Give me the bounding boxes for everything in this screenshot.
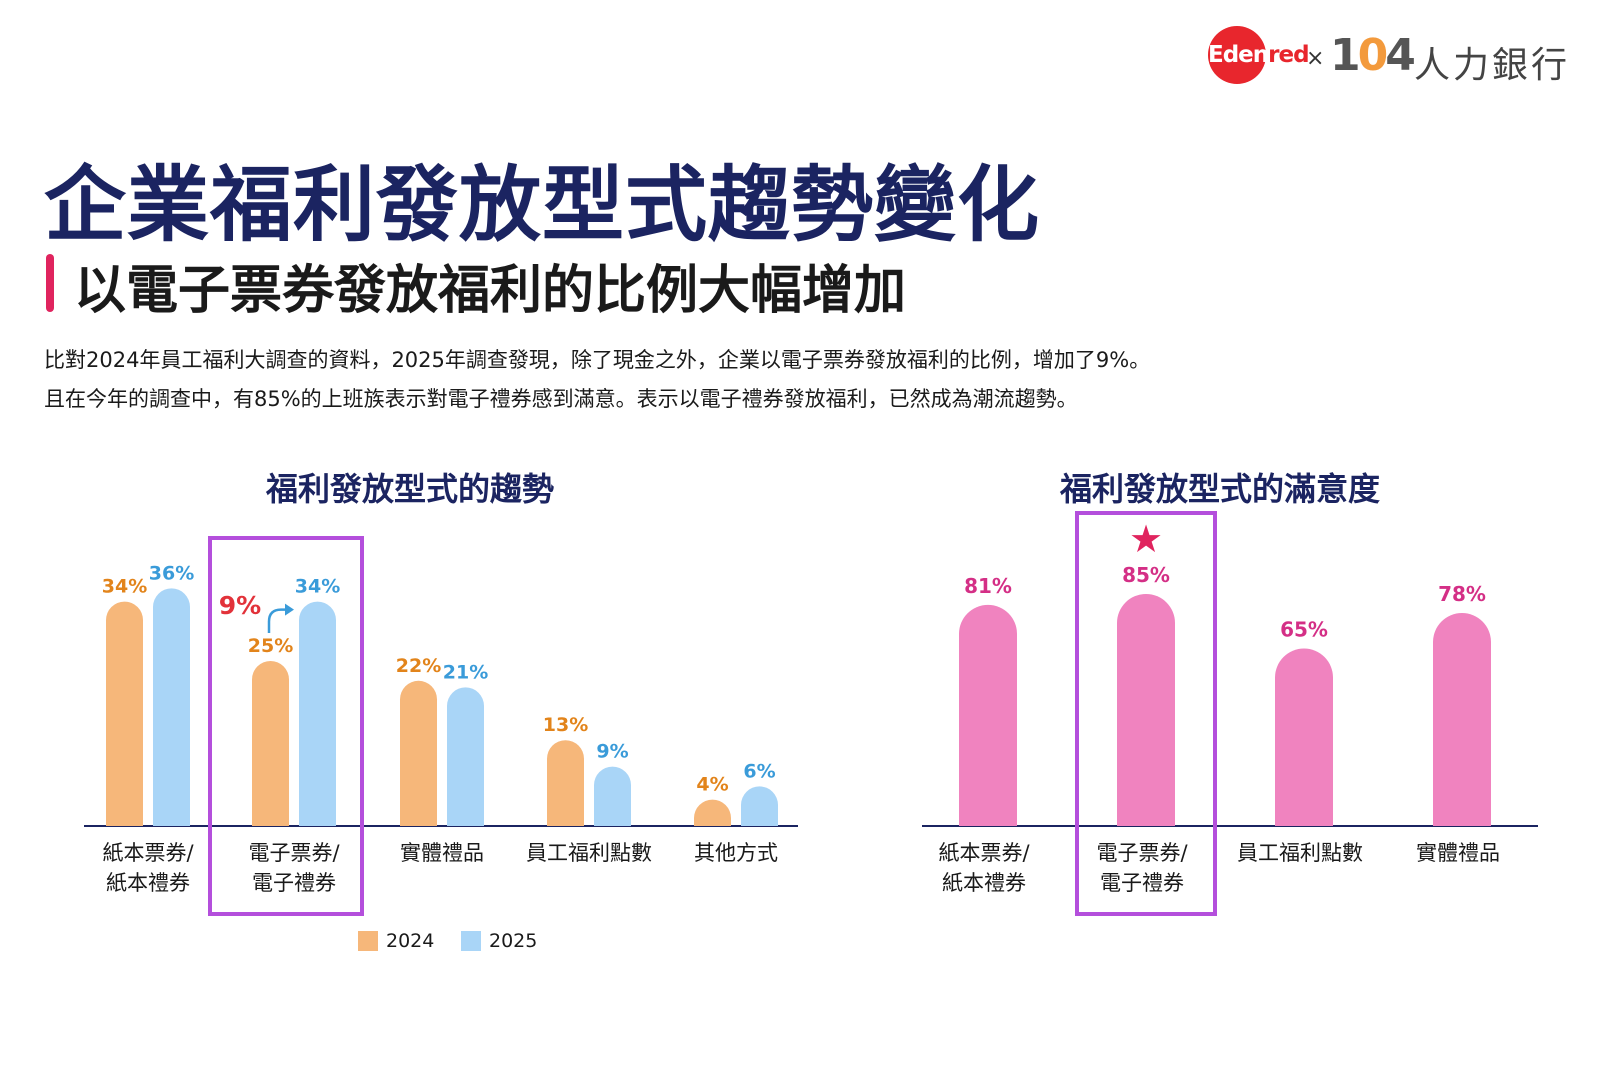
bar-2024-2 xyxy=(400,680,437,826)
bar-2025-3 xyxy=(594,766,631,826)
data-label-2025-3: 9% xyxy=(596,741,628,763)
trend-highlight-box xyxy=(208,536,364,916)
legend-swatch-2025 xyxy=(461,931,481,951)
satisfaction-data-label-3: 78% xyxy=(1438,582,1486,606)
category-label-satisfaction-3-0: 實體禮品 xyxy=(1416,841,1500,865)
data-label-2024-2: 22% xyxy=(396,655,441,677)
category-label-satisfaction-1-0: 電子票券/ xyxy=(1096,841,1188,865)
satisfaction-bar-3 xyxy=(1433,613,1491,826)
description-line-2: 且在今年的調查中，有85%的上班族表示對電子禮券感到滿意。表示以電子禮券發放福利… xyxy=(44,387,1078,411)
bar-2025-0 xyxy=(153,588,190,826)
edenred-logo-circle xyxy=(1208,26,1266,84)
trend-chart-title: 福利發放型式的趨勢 xyxy=(266,470,555,508)
category-label-trend-3-0: 員工福利點數 xyxy=(526,841,652,865)
data-label-2025-2: 21% xyxy=(443,661,488,683)
satisfaction-data-label-1: 85% xyxy=(1122,563,1170,587)
brand-logos: Edenred × 104 人力銀行 xyxy=(1206,22,1580,92)
increase-arrow xyxy=(267,608,287,633)
satisfaction-highlight-box xyxy=(1075,511,1217,916)
bar-2024-3 xyxy=(547,740,584,826)
104-logo: 104 xyxy=(1330,30,1416,81)
bar-2025-1 xyxy=(299,601,336,826)
subtitle-accent-bar xyxy=(46,254,54,312)
bar-2024-1 xyxy=(252,661,289,826)
category-label-satisfaction-2-0: 員工福利點數 xyxy=(1237,841,1363,865)
description-line-1: 比對2024年員工福利大調查的資料，2025年調查發現，除了現金之外，企業以電子… xyxy=(44,348,1151,372)
category-label-trend-4-0: 其他方式 xyxy=(694,841,778,865)
data-label-2025-4: 6% xyxy=(743,760,775,782)
page-subtitle: 以電子票券發放福利的比例大幅增加 xyxy=(74,261,907,321)
legend-item-2025: 2025 xyxy=(461,930,537,952)
104-logo-text: 人力銀行 xyxy=(1414,45,1571,86)
data-label-2024-0: 34% xyxy=(102,576,147,598)
category-label-trend-1-1: 電子禮券 xyxy=(252,871,336,895)
satisfaction-data-label-0: 81% xyxy=(964,574,1012,598)
bar-2025-4 xyxy=(741,786,778,826)
legend-label-2024: 2024 xyxy=(386,930,435,952)
data-label-2025-0: 36% xyxy=(149,562,194,584)
category-label-trend-0-1: 紙本禮券 xyxy=(106,871,190,895)
page-title: 企業福利發放型式趨勢變化 xyxy=(44,158,1041,253)
data-label-2024-3: 13% xyxy=(543,714,588,736)
satisfaction-bar-1 xyxy=(1117,593,1175,826)
category-label-satisfaction-0-1: 紙本禮券 xyxy=(942,871,1026,895)
category-label-trend-0-0: 紙本票券/ xyxy=(102,841,194,865)
category-label-satisfaction-0-0: 紙本票券/ xyxy=(938,841,1030,865)
legend-item-2024: 2024 xyxy=(358,930,434,952)
satisfaction-bar-2 xyxy=(1275,648,1333,826)
data-label-2024-4: 4% xyxy=(696,774,728,796)
bar-2025-2 xyxy=(447,687,484,826)
data-label-2025-1: 34% xyxy=(295,576,340,598)
legend-swatch-2024 xyxy=(358,931,378,951)
star-icon: ★ xyxy=(1129,517,1163,561)
bar-2024-0 xyxy=(106,601,143,826)
satisfaction-data-label-2: 65% xyxy=(1280,618,1328,642)
category-label-satisfaction-1-1: 電子禮券 xyxy=(1100,871,1184,895)
logo-separator: × xyxy=(1306,46,1325,71)
edenred-logo: Edenred xyxy=(1208,42,1310,68)
increase-arrow-head xyxy=(285,603,294,616)
category-label-trend-1-0: 電子票券/ xyxy=(248,841,340,865)
bar-2024-4 xyxy=(694,799,731,826)
data-label-2024-1: 25% xyxy=(248,635,293,657)
satisfaction-bar-0 xyxy=(959,604,1017,826)
increase-annotation: 9% xyxy=(219,591,261,620)
satisfaction-chart-title: 福利發放型式的滿意度 xyxy=(1060,470,1381,508)
category-label-trend-2-0: 實體禮品 xyxy=(400,841,484,865)
legend-label-2025: 2025 xyxy=(489,930,538,952)
